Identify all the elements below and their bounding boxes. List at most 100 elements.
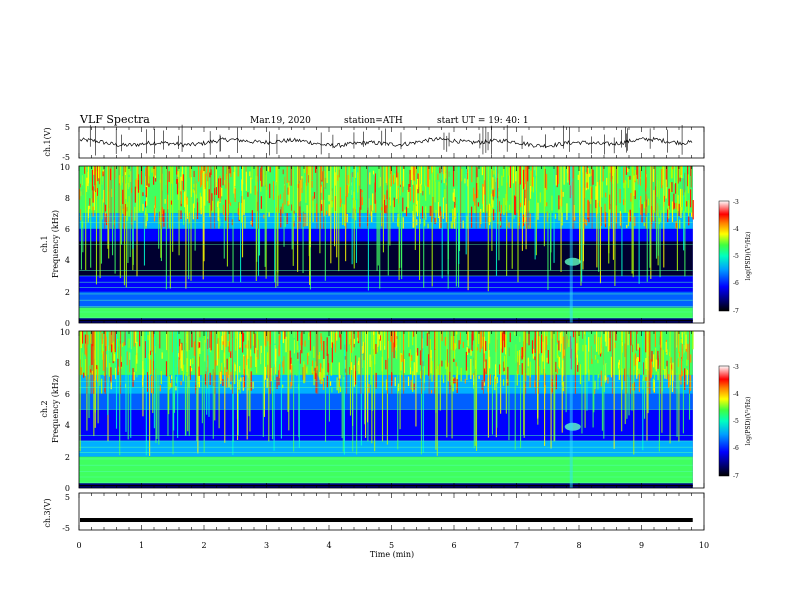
spectrogram-sferic: [580, 166, 582, 286]
spectrogram-texture: [408, 353, 410, 357]
spectrogram-texture: [306, 205, 308, 227]
spectrogram-sferic-red: [195, 331, 197, 394]
spectrogram-sferic-red: [525, 331, 527, 394]
spectrogram-texture: [645, 377, 647, 381]
spectrogram-texture: [462, 180, 464, 193]
spectrogram-sferic-red: [564, 331, 566, 394]
spectrogram-sferic: [328, 331, 330, 422]
spectrogram-texture: [485, 359, 487, 375]
spectrogram-texture: [224, 199, 227, 221]
spectrogram-texture: [524, 189, 526, 206]
spectrogram-texture: [442, 197, 444, 219]
spectrogram-texture: [482, 336, 484, 347]
spectrogram-texture: [588, 201, 590, 223]
spectrogram-sferic-red: [526, 166, 528, 229]
spectrogram-texture: [531, 168, 533, 187]
spectrogram-band: [79, 307, 693, 319]
spectrogram-texture: [559, 199, 561, 206]
spectrogram-texture: [444, 166, 446, 172]
spectrogram-texture: [584, 219, 586, 225]
spectrogram-texture: [645, 331, 647, 353]
spectrogram-texture: [401, 166, 403, 181]
spectrogram-texture: [452, 331, 455, 351]
spectrogram-texture: [440, 216, 442, 229]
spectrogram-texture: [282, 203, 284, 214]
spectrogram-texture: [313, 192, 316, 199]
spectrogram-texture: [434, 166, 436, 182]
spectrogram-texture: [210, 331, 212, 351]
spectrogram-sferic: [537, 331, 539, 419]
spectrogram-texture: [482, 183, 484, 204]
spectrogram-texture: [410, 166, 412, 180]
spectrogram-texture: [594, 355, 597, 360]
spectrogram-texture: [602, 166, 604, 182]
spectrogram-texture: [686, 369, 688, 385]
spectrogram-texture: [481, 331, 483, 349]
spectrogram-texture: [362, 341, 364, 353]
spectrogram-texture: [219, 218, 221, 227]
spectrogram-texture: [429, 339, 431, 358]
spectrogram-texture: [229, 331, 231, 353]
spectrogram-texture: [642, 374, 644, 381]
spectrogram-texture: [422, 190, 424, 196]
spectrogram-texture: [636, 166, 638, 175]
spectrogram-texture: [691, 168, 693, 178]
spectrogram-texture: [591, 342, 593, 359]
spectrogram-sferic: [511, 166, 513, 269]
spectrogram-texture: [679, 353, 681, 358]
spectrogram-texture: [269, 183, 271, 199]
spectrogram-texture: [499, 364, 501, 375]
spectrogram-texture: [103, 189, 105, 203]
spectrogram-sferic: [487, 331, 489, 438]
spectrogram-texture: [380, 207, 383, 211]
spectrogram-texture: [585, 220, 588, 226]
spectrogram-texture: [85, 347, 87, 357]
spectrogram-sferic: [676, 331, 678, 437]
spectrogram-texture: [597, 359, 599, 364]
spectrogram-sferic: [550, 331, 552, 449]
spectrogram-texture: [687, 174, 690, 194]
ch2-spec-ytick-0: 0: [65, 484, 70, 493]
spectrogram-texture: [284, 331, 286, 339]
spectrogram-texture: [437, 173, 439, 180]
spectrogram-sferic-red: [104, 166, 106, 229]
spectrogram-texture: [320, 332, 323, 337]
spectrogram-sferic-red: [482, 331, 484, 394]
ch1-waveform-spikes: [89, 124, 683, 156]
spectrogram-texture: [372, 170, 375, 175]
spectrogram-texture: [189, 365, 191, 380]
spectrogram-texture: [346, 213, 348, 223]
spectrogram-sferic: [381, 331, 384, 442]
spectrogram-texture: [226, 331, 228, 342]
spectrogram-texture: [181, 350, 183, 371]
spectrogram-texture: [171, 379, 173, 388]
spectrogram-texture: [128, 187, 130, 197]
spectrogram-texture: [456, 331, 458, 335]
spectrogram-texture: [654, 351, 656, 370]
spectrogram-texture: [282, 384, 284, 389]
spectrogram-sferic-red: [108, 166, 110, 229]
ch1-spec-ylabel-frequency: Frequency (kHz): [51, 210, 60, 278]
spectrogram-texture: [394, 166, 397, 180]
spectrogram-texture: [265, 331, 267, 347]
spectrogram-texture: [489, 205, 491, 222]
spectrogram-texture: [517, 355, 519, 374]
spectrogram-texture: [326, 210, 328, 215]
spectrogram-sferic: [376, 166, 378, 271]
spectrogram-texture: [681, 333, 684, 349]
spectrogram-sferic-red: [518, 166, 520, 229]
ch1-spectrogram-panel: 0 2 4 6 8 10 ch.1 Frequency (kHz): [40, 163, 705, 328]
spectrogram-sferic: [578, 166, 581, 263]
spectrogram-texture: [187, 197, 189, 219]
spectrogram-texture: [195, 183, 197, 199]
spectrogram-texture: [323, 170, 325, 188]
spectrogram-texture: [494, 376, 496, 391]
spectrogram-texture: [109, 362, 111, 377]
spectrogram-texture: [220, 366, 223, 381]
ch1-waveform-panel: 5 -5 ch.1(V): [43, 123, 705, 162]
spectrogram-texture: [347, 184, 349, 194]
spectrogram-texture: [652, 209, 655, 222]
spectrogram-texture: [208, 189, 210, 204]
spectrogram-texture: [181, 171, 183, 181]
spectrogram-sferic: [465, 166, 467, 255]
